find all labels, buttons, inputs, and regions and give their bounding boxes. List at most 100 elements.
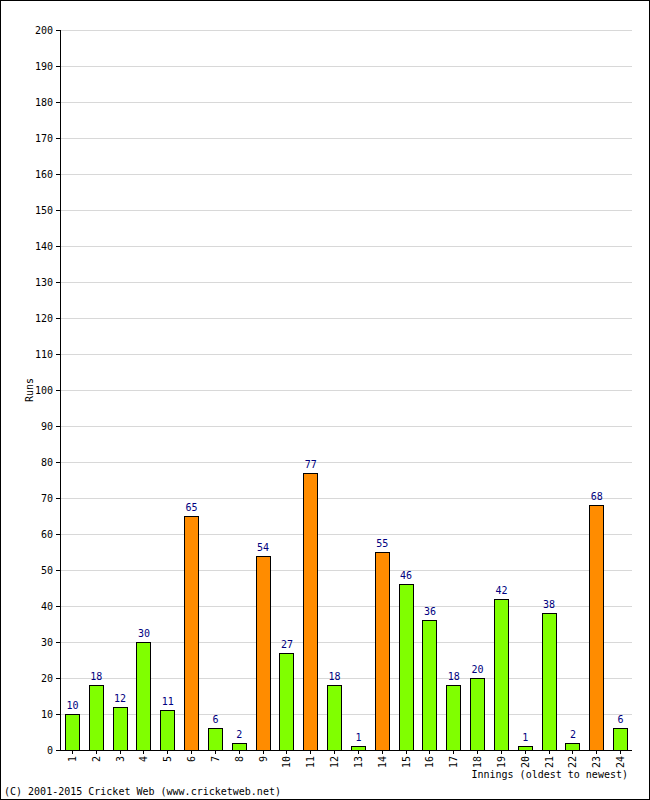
x-tick-label: 11 [305, 756, 316, 768]
y-tick-label: 130 [35, 277, 53, 288]
x-tick [310, 750, 311, 754]
x-tick [382, 750, 383, 754]
y-tick [56, 498, 60, 499]
annotation: (C) 2001-2015 Cricket Web (www.cricketwe… [4, 786, 281, 797]
y-tick-label: 200 [35, 25, 53, 36]
y-tick [56, 534, 60, 535]
y-tick-label: 170 [35, 133, 53, 144]
x-tick-label: 3 [115, 756, 126, 762]
x-tick-label: 13 [353, 756, 364, 768]
x-tick [406, 750, 407, 754]
x-tick [620, 750, 621, 754]
y-tick-label: 70 [41, 493, 53, 504]
grid-line [60, 390, 632, 391]
x-axis [60, 750, 632, 751]
x-tick-label: 2 [91, 756, 102, 762]
x-tick-label: 1 [67, 756, 78, 762]
grid-line [60, 174, 632, 175]
bar [137, 643, 151, 751]
y-tick-label: 20 [41, 673, 53, 684]
bar [90, 686, 104, 751]
grid-line [60, 426, 632, 427]
y-tick-label: 40 [41, 601, 53, 612]
x-tick-label: 9 [258, 756, 269, 762]
bar [257, 557, 271, 751]
data-label: 18 [90, 671, 102, 682]
bars [66, 474, 628, 751]
y-tick [56, 354, 60, 355]
y-tick-label: 50 [41, 565, 53, 576]
y-tick-label: 30 [41, 637, 53, 648]
y-tick-label: 180 [35, 97, 53, 108]
y-tick-label: 150 [35, 205, 53, 216]
grid-line [60, 66, 632, 67]
bar [280, 654, 294, 751]
x-tick [286, 750, 287, 754]
x-tick [191, 750, 192, 754]
y-tick [56, 318, 60, 319]
bar [590, 506, 604, 751]
grid-line [60, 354, 632, 355]
bar [614, 729, 628, 751]
y-tick-label: 100 [35, 385, 53, 396]
data-label: 36 [424, 606, 436, 617]
grid-line [60, 30, 632, 31]
x-tick-label: 12 [329, 756, 340, 768]
y-tick-label: 0 [47, 745, 53, 756]
x-tick-label: 23 [591, 756, 602, 768]
x-tick [429, 750, 430, 754]
y-tick-label: 160 [35, 169, 53, 180]
data-label: 46 [400, 570, 412, 581]
bar [376, 553, 390, 751]
data-label: 55 [376, 538, 388, 549]
data-label: 42 [495, 585, 507, 596]
x-tick [96, 750, 97, 754]
x-tick [572, 750, 573, 754]
bar [161, 711, 175, 751]
x-tick-label: 16 [424, 756, 435, 768]
y-tick [56, 282, 60, 283]
data-label: 68 [591, 491, 603, 502]
y-tick [56, 30, 60, 31]
y-tick [56, 642, 60, 643]
data-label: 2 [236, 729, 242, 740]
data-label: 6 [212, 714, 218, 725]
bar [328, 686, 342, 751]
bar [423, 621, 437, 751]
bar [566, 744, 580, 751]
y-tick [56, 714, 60, 715]
y-tick-label: 120 [35, 313, 53, 324]
grid-line [60, 102, 632, 103]
bar [447, 686, 461, 751]
frame [1, 1, 650, 800]
y-tick [56, 174, 60, 175]
grid-line [60, 570, 632, 571]
data-label: 27 [281, 639, 293, 650]
data-label: 12 [114, 693, 126, 704]
grid-line [60, 138, 632, 139]
bar [495, 600, 509, 751]
y-tick [56, 678, 60, 679]
data-label: 18 [448, 671, 460, 682]
data-label: 6 [618, 714, 624, 725]
y-tick [56, 462, 60, 463]
data-label: 30 [138, 628, 150, 639]
bar [66, 715, 80, 751]
y-tick [56, 750, 60, 751]
data-label: 65 [186, 502, 198, 513]
x-tick-label: 7 [210, 756, 221, 762]
x-tick [501, 750, 502, 754]
x-tick [263, 750, 264, 754]
x-tick-label: 10 [281, 756, 292, 768]
data-label: 18 [329, 671, 341, 682]
bar [352, 747, 366, 751]
y-tick-label: 190 [35, 61, 53, 72]
x-tick [549, 750, 550, 754]
data-label: 2 [570, 729, 576, 740]
x-tick [215, 750, 216, 754]
bar [233, 744, 247, 751]
x-tick-label: 18 [472, 756, 483, 768]
x-tick-label: 21 [544, 756, 555, 768]
bar [400, 585, 414, 751]
grid-line [60, 318, 632, 319]
